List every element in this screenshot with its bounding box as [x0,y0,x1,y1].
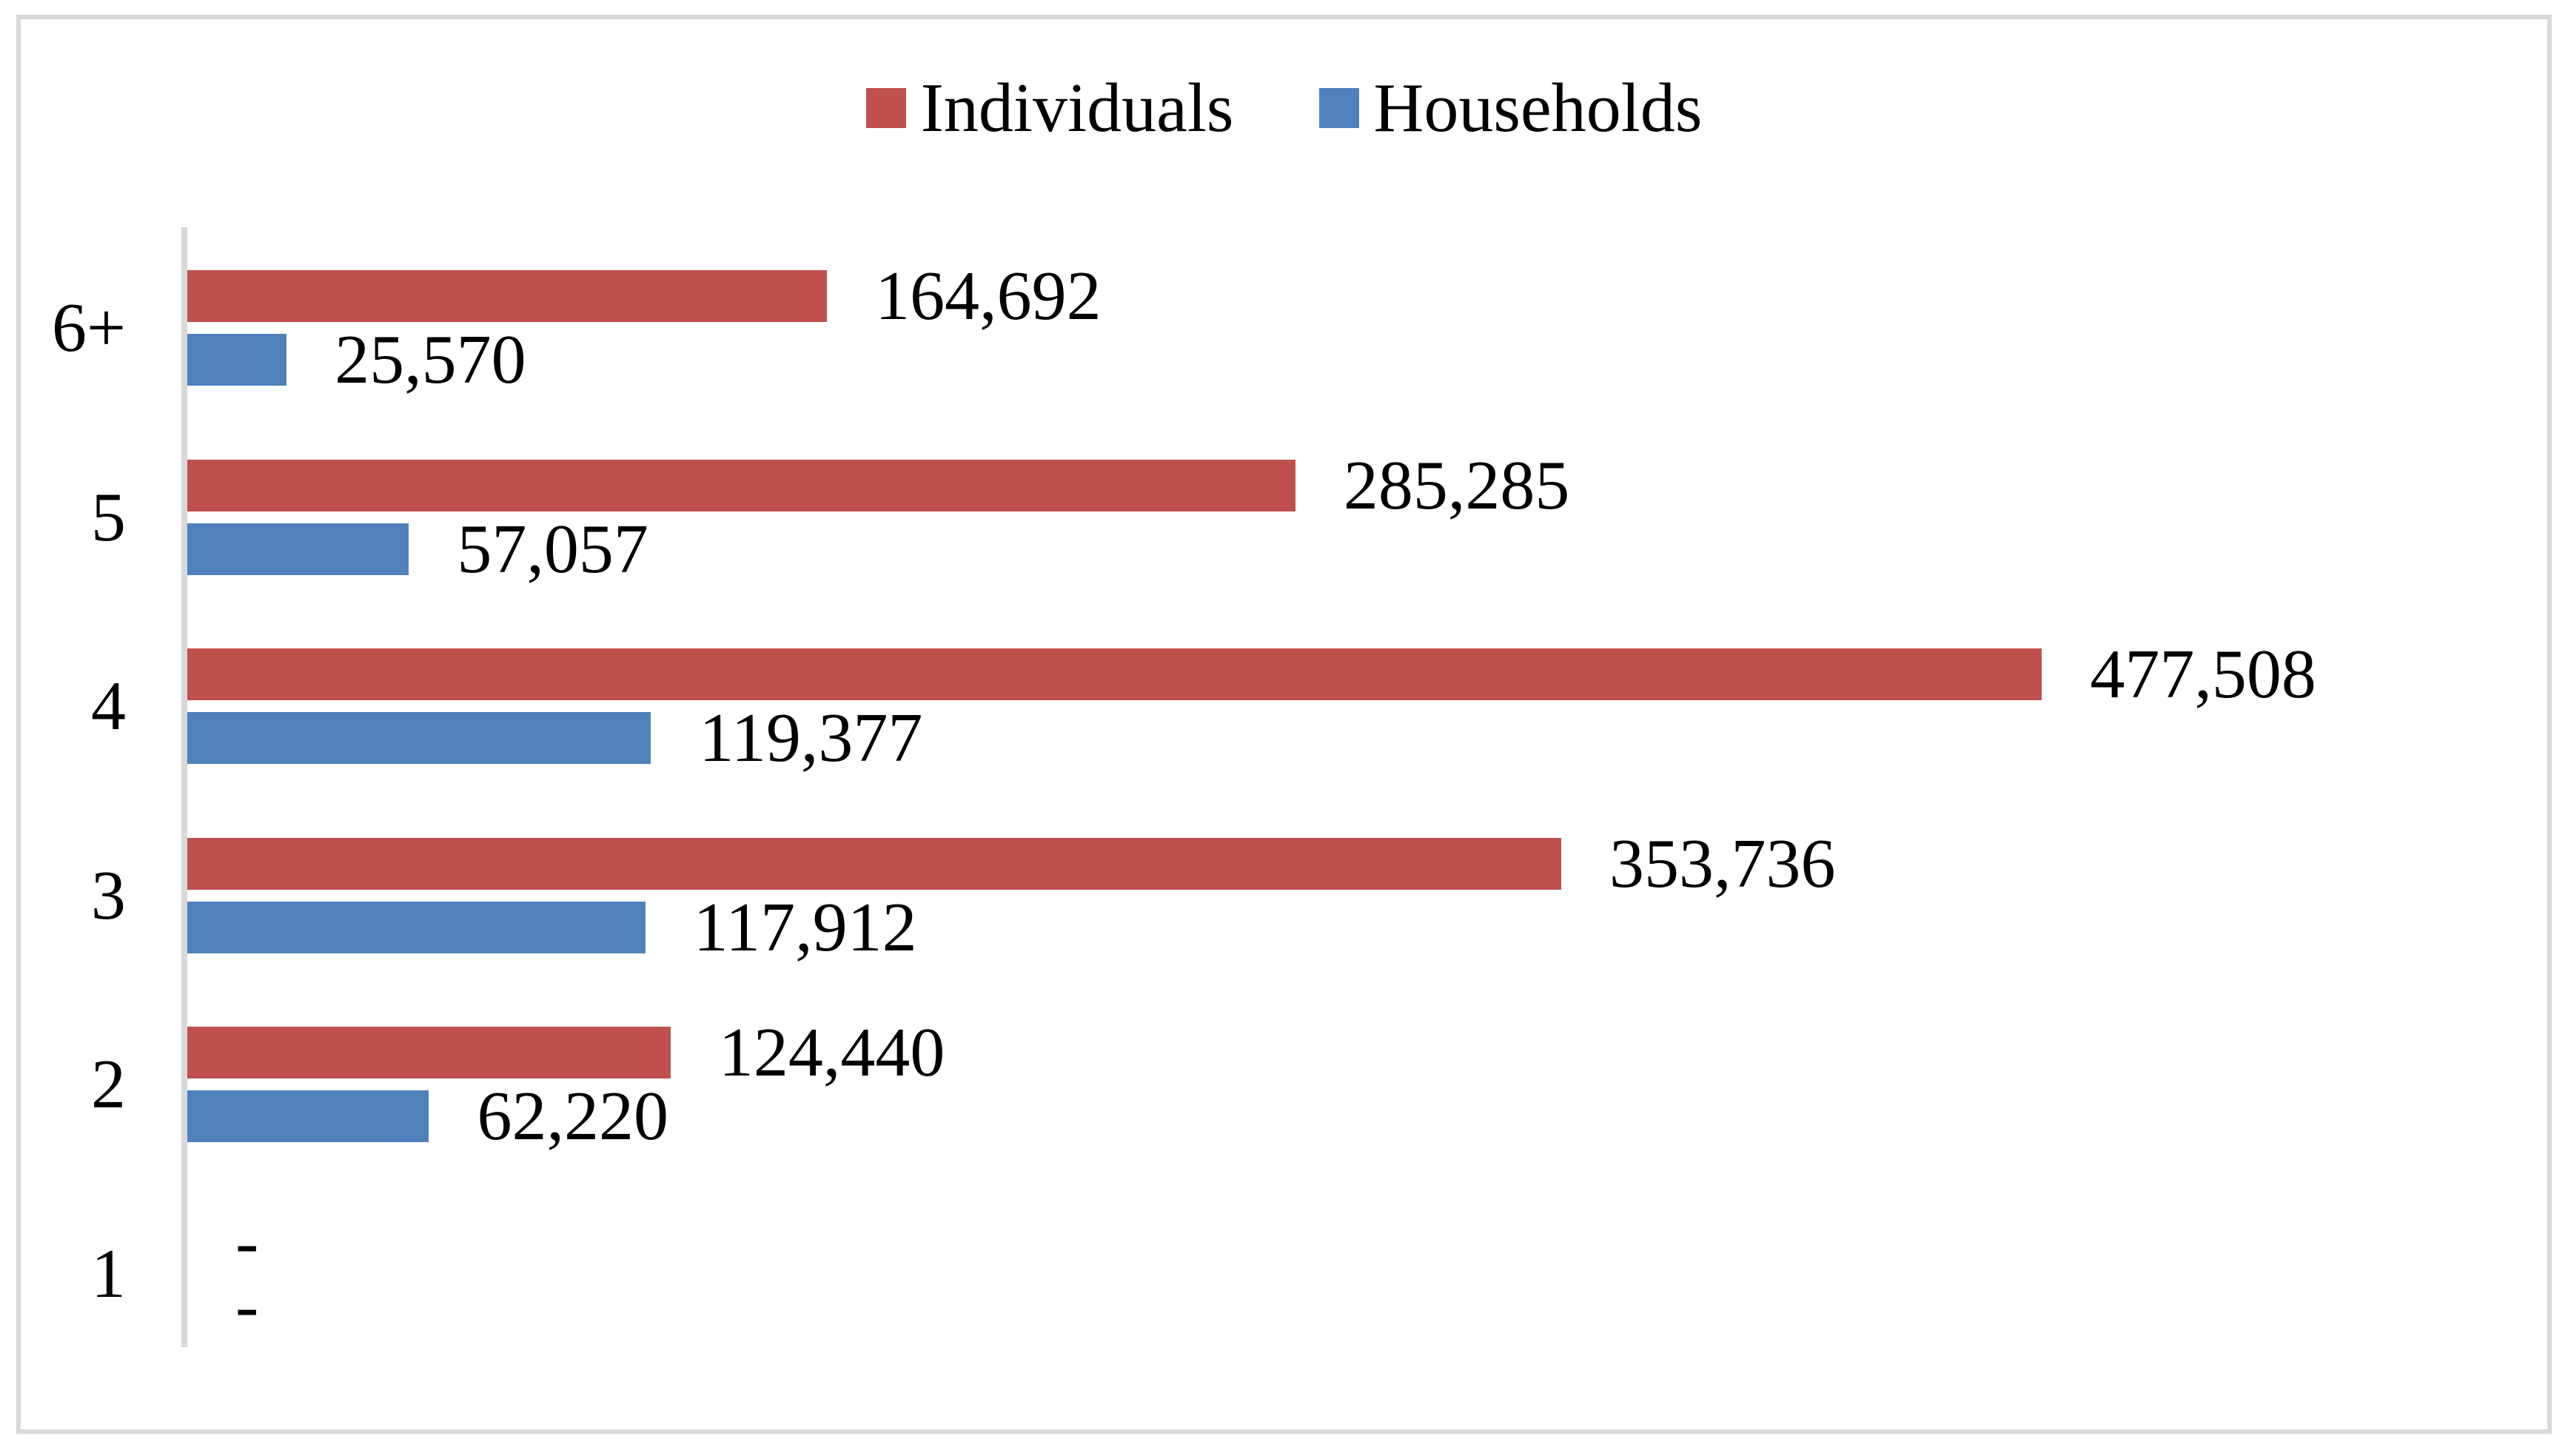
chart-border [16,15,2552,1434]
category-label: 4 [91,668,126,745]
value-label-households: 62,220 [477,1078,668,1155]
bar-row-individuals: 353,736 [187,829,2549,899]
bar-households [187,902,646,953]
bar-group-5: 285,285 57,057 [187,451,2549,587]
category-label: 2 [91,1046,126,1123]
bar-individuals [187,270,828,322]
bar-row-households: 119,377 [187,703,2549,773]
bar-row-households: 62,220 [187,1081,2549,1151]
legend-item-individuals: Individuals [865,70,1234,147]
legend: Individuals Households [0,65,2568,151]
category-label: 3 [91,857,126,934]
legend-item-households: Households [1318,70,1703,147]
bar-individuals [187,1027,671,1078]
value-label-individuals: 477,508 [2090,636,2316,713]
bar-row-individuals: 477,508 [187,640,2549,709]
value-label-individuals: - [235,1204,259,1281]
bar-households [187,1090,429,1142]
legend-swatch-households [1318,88,1359,128]
category-label: 6+ [51,289,126,366]
legend-label-individuals: Individuals [920,70,1234,147]
category-axis: 6+ 5 4 3 2 1 [41,227,181,1347]
value-label-households: 119,377 [699,700,923,776]
bar-row-households: 25,570 [187,325,2549,395]
bar-group-1: - - [187,1207,2549,1343]
bar-row-households: 57,057 [187,514,2549,584]
value-label-households: 117,912 [693,889,917,966]
value-label-households: 25,570 [335,321,526,398]
bar-row-individuals: 124,440 [187,1018,2549,1087]
bar-row-individuals: 164,692 [187,261,2549,331]
bar-row-households: - [187,1271,2549,1341]
category-label: 5 [91,479,126,556]
plot-area: 6+ 5 4 3 2 1 164,692 25,570 2 [41,227,2549,1347]
bars-area: 164,692 25,570 285,285 57,057 [181,227,2549,1347]
bar-individuals [187,648,2042,700]
category-label: 1 [91,1235,126,1312]
bar-households [187,523,409,575]
legend-swatch-individuals [865,88,906,128]
value-label-individuals: 164,692 [875,258,1102,335]
bar-households [187,712,651,764]
bar-individuals [187,460,1295,511]
value-label-households: 57,057 [457,511,648,588]
bar-group-3: 353,736 117,912 [187,829,2549,965]
legend-label-households: Households [1373,70,1703,147]
bar-group-6plus: 164,692 25,570 [187,261,2549,397]
bar-row-individuals: - [187,1207,2549,1277]
value-label-households: - [235,1267,259,1344]
bar-row-individuals: 285,285 [187,451,2549,520]
bar-households [187,334,287,386]
value-label-individuals: 124,440 [718,1014,945,1091]
bar-group-4: 477,508 119,377 [187,640,2549,776]
bar-row-households: 117,912 [187,893,2549,962]
bar-individuals [187,838,1561,890]
value-label-individuals: 285,285 [1343,447,1570,524]
value-label-individuals: 353,736 [1609,825,1836,902]
bar-group-2: 124,440 62,220 [187,1018,2549,1154]
